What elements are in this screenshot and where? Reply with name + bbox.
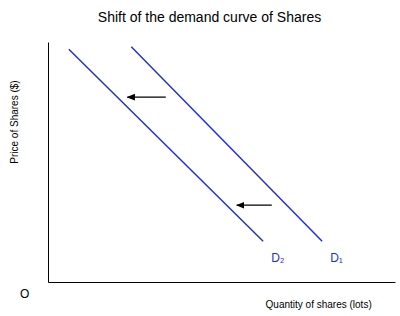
y-axis [48,43,49,283]
origin-label: O [20,287,29,301]
labels: D₁ D₂ [127,97,342,265]
x-axis [49,282,396,283]
curve-label: D₁ [330,251,343,265]
title: Shift of the demand curve of Shares [98,9,321,25]
shift-arrow [127,97,165,98]
y-axis-line [48,43,49,283]
chart: D₁ D₂ Shift of the demand curve of Shares P… [0,0,400,316]
y-axis-title: Price of Shares ($) [9,80,20,163]
demand-curve [69,49,263,241]
demand-curve [131,47,322,241]
plot: D₁ D₂ [49,43,396,283]
shift-arrow [237,205,272,206]
curve-label: D₂ [271,251,285,265]
x-axis-title: Quantity of shares (lots) [266,299,372,310]
x-axis-line [49,282,396,283]
series-group [69,47,322,241]
